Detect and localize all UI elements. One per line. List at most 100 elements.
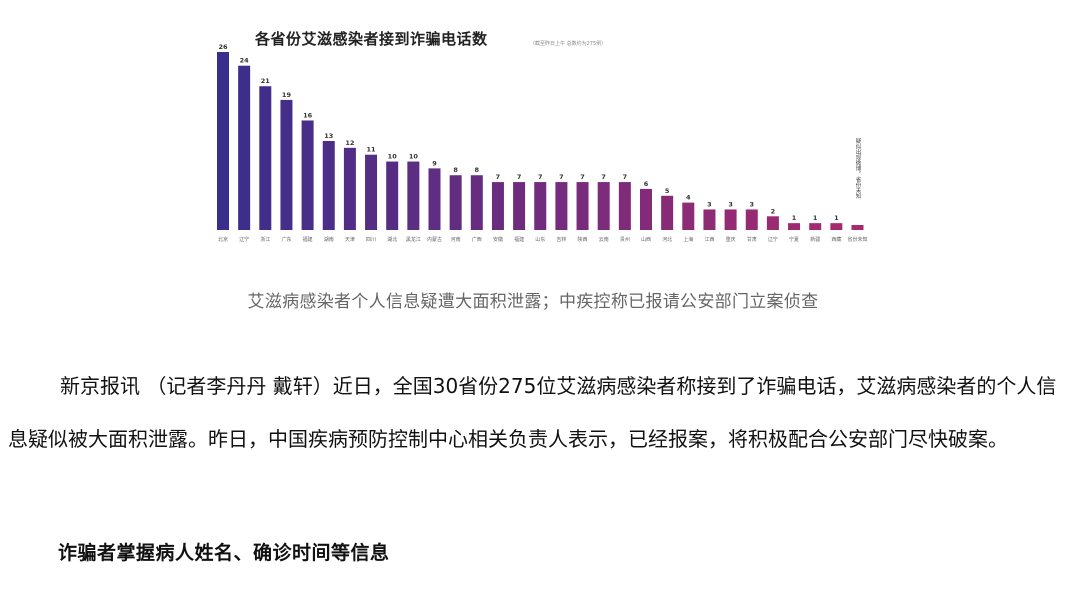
article-paragraph: 新京报讯 （记者李丹丹 戴轩）近日，全国30省份275位艾滋病感染者称接到了诈骗…	[8, 360, 1058, 466]
bar-value-label: 4	[686, 194, 691, 202]
category-label: 吉林	[556, 236, 566, 243]
bar	[386, 161, 399, 230]
category-label: 湖北	[387, 236, 397, 243]
bar-value-label: 9	[432, 159, 437, 167]
category-label: 福建	[514, 236, 524, 243]
bar-value-label: 7	[496, 173, 501, 181]
category-label: 广东	[281, 236, 291, 243]
bar	[534, 182, 547, 230]
bar-value-label: 1	[834, 214, 839, 222]
category-label: 上海	[683, 236, 693, 243]
bar	[449, 175, 462, 230]
category-label: 贵州	[620, 236, 630, 243]
bar	[724, 209, 737, 230]
bar	[280, 99, 293, 230]
bar	[470, 175, 483, 230]
category-label: 河北	[662, 236, 672, 243]
chart-title: 各省份艾滋感染者接到诈骗电话数	[255, 30, 488, 48]
bar	[830, 223, 843, 230]
bar-value-label: 1	[792, 214, 797, 222]
bar	[322, 141, 335, 230]
bar-value-label: 7	[623, 173, 628, 181]
category-label: 辽宁	[239, 236, 249, 243]
category-label: 江西	[704, 236, 714, 243]
category-label: 广西	[472, 236, 482, 243]
category-label: 湖南	[324, 236, 334, 243]
image-caption: 艾滋病感染者个人信息疑遭大面积泄露；中疾控称已报请公安部门立案侦查	[247, 292, 819, 312]
bar	[788, 223, 801, 230]
bar	[513, 182, 526, 230]
category-label: 浙江	[260, 236, 270, 243]
bar	[618, 182, 631, 230]
bar	[428, 168, 441, 230]
bar-value-label: 7	[559, 173, 564, 181]
category-label: 西藏	[831, 236, 841, 243]
bar	[597, 182, 610, 230]
category-label: 宁夏	[789, 236, 799, 243]
category-label: 云南	[599, 236, 609, 243]
category-label: 天津	[345, 236, 355, 243]
chart-subtitle: （截至昨日上午 总数约为275例）	[530, 41, 607, 47]
bar-value-label: 19	[282, 91, 292, 99]
bar-value-label: 8	[475, 166, 480, 174]
bar	[259, 86, 272, 230]
bar-value-label: 7	[580, 173, 585, 181]
paragraph-text: 新京报讯 （记者李丹丹 戴轩）近日，全国30省份275位艾滋病感染者称接到了诈骗…	[8, 374, 1057, 451]
bar-value-label: 11	[367, 146, 377, 154]
bar-value-label: 1	[813, 214, 818, 222]
category-label: 河南	[451, 236, 461, 243]
bar	[555, 182, 568, 230]
chart-legend-note: 疑似出现微博，省份未知	[855, 137, 862, 200]
bar-value-label: 5	[665, 187, 670, 195]
category-label: 山西	[641, 236, 651, 243]
bar-value-label: 21	[261, 77, 271, 85]
bar-value-label: 3	[749, 200, 754, 208]
category-label: 新疆	[810, 236, 820, 243]
bar	[640, 188, 652, 230]
category-label: 省份未知	[847, 236, 867, 243]
bar-value-label: 16	[303, 111, 313, 119]
category-label: 安徽	[493, 236, 503, 243]
bar	[365, 154, 378, 230]
category-label: 北京	[218, 236, 228, 243]
bar-value-label: 7	[517, 173, 522, 181]
bar-value-label: 7	[538, 173, 543, 181]
bar	[809, 223, 822, 230]
bar	[576, 182, 589, 230]
bar	[491, 182, 504, 230]
bar-value-label: 3	[707, 200, 712, 208]
bar-chart: 各省份艾滋感染者接到诈骗电话数 （截至昨日上午 总数约为275例） 26 北京 24…	[190, 18, 870, 253]
bar-value-label: 12	[345, 139, 354, 147]
bar	[407, 161, 420, 230]
bar	[703, 209, 716, 230]
category-label: 山东	[535, 236, 545, 243]
bar	[745, 209, 758, 230]
bar-value-label: 8	[453, 166, 458, 174]
bar-value-label: 2	[771, 207, 776, 215]
category-label: 福建	[303, 236, 313, 243]
bar	[661, 195, 674, 230]
bar-value-label: 6	[644, 180, 649, 188]
bar	[343, 147, 356, 230]
bar-value-label: 24	[240, 57, 250, 65]
bar-value-label: 13	[324, 132, 333, 140]
category-label: 辽宁	[768, 236, 778, 243]
bar-value-label: 10	[409, 153, 419, 161]
category-label: 甘肃	[747, 236, 757, 243]
bar-value-label: 10	[388, 153, 398, 161]
category-label: 内蒙古	[427, 236, 442, 243]
bar-value-label: 26	[218, 43, 228, 51]
bar-unknown	[851, 225, 864, 230]
bar	[238, 65, 251, 230]
category-label: 陕西	[578, 236, 588, 243]
bar	[766, 216, 779, 230]
bar	[301, 120, 314, 230]
article-subheading: 诈骗者掌握病人姓名、确诊时间等信息	[58, 542, 390, 564]
category-label: 重庆	[726, 236, 736, 243]
category-label: 黑龙江	[406, 236, 421, 243]
chart-plot: 26北京24辽宁21浙江19广东16福建13湖南12天津11四川10湖北10黑龙…	[217, 43, 868, 243]
bar-value-label: 3	[728, 200, 733, 208]
category-label: 四川	[366, 237, 376, 243]
bar	[217, 52, 229, 230]
bar	[682, 202, 695, 230]
